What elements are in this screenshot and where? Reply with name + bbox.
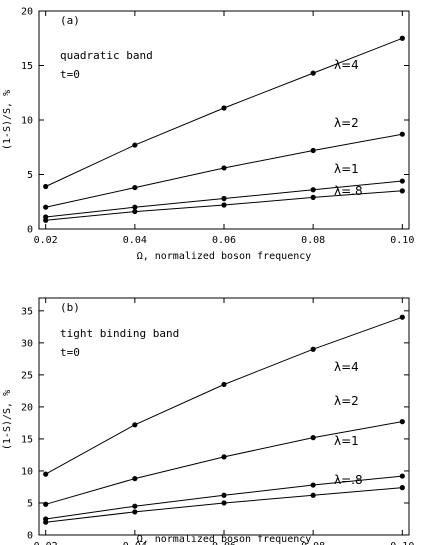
y-tick-label-a-1: 5 bbox=[27, 170, 33, 181]
x-tick-label-b-3: 0.08 bbox=[301, 541, 325, 545]
annotation-line-b-1: tight binding band bbox=[60, 327, 179, 340]
data-point-a-1-4 bbox=[399, 131, 405, 137]
data-point-a-3-0 bbox=[43, 217, 49, 223]
y-tick-label-b-7: 35 bbox=[21, 306, 33, 317]
series-label-a-1: λ=2 bbox=[334, 116, 359, 130]
series-b: λ=4 λ=2 λ=1 λ=.8 bbox=[43, 314, 405, 525]
annotation-line-b-2: t=0 bbox=[60, 346, 80, 359]
data-point-a-1-3 bbox=[310, 147, 316, 154]
y-axis-label-b: (1-S)/S, % bbox=[2, 390, 13, 450]
series-label-b-1: λ=2 bbox=[334, 394, 359, 408]
data-point-b-1-3 bbox=[310, 435, 316, 441]
x-tick-label-b-0: 0.02 bbox=[34, 541, 58, 545]
data-point-b-2-1 bbox=[132, 503, 138, 509]
series-label-b-3: λ=.8 bbox=[334, 473, 363, 487]
x-axis-label-a: Ω, normalized boson frequency bbox=[137, 251, 312, 262]
data-point-b-1-1 bbox=[132, 476, 138, 482]
y-axis-label-a: (1-S)/S, % bbox=[2, 90, 13, 150]
data-point-b-0-4 bbox=[399, 314, 405, 320]
x-tick-label-b-4: 0.10 bbox=[390, 541, 414, 545]
data-point-b-0-2 bbox=[221, 381, 227, 388]
x-tick-label-a-4: 0.10 bbox=[390, 235, 414, 246]
y-tick-label-a-2: 10 bbox=[21, 116, 33, 127]
y-tick-label-b-2: 10 bbox=[21, 466, 33, 477]
y-ticks-b: 0 5 10 15 20 25 30 35 bbox=[21, 306, 409, 542]
data-point-b-0-0 bbox=[43, 471, 49, 477]
data-point-a-0-2 bbox=[221, 105, 227, 111]
data-point-b-3-3 bbox=[310, 492, 316, 498]
data-point-b-0-3 bbox=[310, 346, 316, 352]
data-point-a-0-1 bbox=[132, 142, 138, 148]
data-point-a-3-4 bbox=[399, 188, 405, 194]
y-tick-label-b-0: 0 bbox=[27, 531, 33, 542]
data-point-b-0-1 bbox=[132, 422, 138, 428]
y-tick-label-b-5: 25 bbox=[21, 370, 33, 381]
data-point-a-2-2 bbox=[221, 195, 227, 202]
data-point-a-1-2 bbox=[221, 165, 227, 171]
data-point-a-3-1 bbox=[132, 208, 138, 215]
data-point-a-3-3 bbox=[310, 194, 316, 200]
data-point-b-2-3 bbox=[310, 482, 316, 488]
y-ticks-a: 0 5 10 15 20 bbox=[21, 7, 409, 236]
series-label-b-0: λ=4 bbox=[334, 360, 359, 374]
data-point-b-2-2 bbox=[221, 492, 227, 498]
data-point-a-2-1 bbox=[132, 204, 138, 210]
panel-label-a: (a) bbox=[60, 14, 80, 27]
data-point-a-1-0 bbox=[43, 204, 49, 210]
data-point-b-3-1 bbox=[132, 509, 138, 515]
x-tick-label-a-2: 0.06 bbox=[212, 235, 236, 246]
data-point-b-1-2 bbox=[221, 454, 227, 460]
x-tick-label-b-1: 0.04 bbox=[123, 541, 147, 545]
data-point-a-0-3 bbox=[310, 70, 316, 76]
annotation-line-a-1: quadratic band bbox=[60, 49, 153, 62]
data-point-a-3-2 bbox=[221, 202, 227, 208]
panel-label-b: (b) bbox=[60, 301, 80, 314]
data-point-b-1-4 bbox=[399, 419, 405, 425]
series-label-a-0: λ=4 bbox=[334, 58, 359, 72]
x-tick-label-a-0: 0.02 bbox=[34, 235, 58, 246]
x-ticks-b: 0.02 0.04 0.06 0.08 0.10 bbox=[34, 298, 414, 545]
y-tick-label-a-4: 20 bbox=[21, 7, 33, 18]
series-a: λ=4 λ=2 λ=1 λ=.8 bbox=[43, 35, 405, 223]
data-point-b-3-0 bbox=[43, 519, 49, 525]
series-label-a-3: λ=.8 bbox=[334, 184, 363, 198]
x-tick-label-b-2: 0.06 bbox=[212, 541, 236, 545]
annotation-line-a-2: t=0 bbox=[60, 68, 80, 81]
data-point-a-2-4 bbox=[399, 178, 405, 184]
x-axis-label-b: Ω, normalized boson frequency bbox=[137, 534, 312, 545]
x-tick-label-a-3: 0.08 bbox=[301, 235, 325, 246]
y-tick-label-a-3: 15 bbox=[21, 61, 33, 72]
data-point-a-0-0 bbox=[43, 183, 49, 190]
series-label-a-2: λ=1 bbox=[334, 162, 359, 176]
data-point-b-3-4 bbox=[399, 485, 405, 491]
y-tick-label-b-3: 15 bbox=[21, 434, 33, 445]
data-point-b-2-4 bbox=[399, 473, 405, 479]
data-point-a-0-4 bbox=[399, 35, 405, 41]
series-label-b-2: λ=1 bbox=[334, 434, 359, 448]
data-point-a-1-1 bbox=[132, 184, 138, 191]
y-tick-label-b-6: 30 bbox=[21, 338, 33, 349]
data-point-b-3-2 bbox=[221, 500, 227, 506]
x-ticks-a: 0.02 0.04 0.06 0.08 0.10 bbox=[34, 11, 414, 246]
y-tick-label-b-1: 5 bbox=[27, 498, 33, 509]
x-tick-label-a-1: 0.04 bbox=[123, 235, 147, 246]
data-point-a-2-3 bbox=[310, 187, 316, 193]
y-tick-label-a-0: 0 bbox=[27, 225, 33, 236]
data-point-b-1-0 bbox=[43, 501, 49, 507]
y-tick-label-b-4: 20 bbox=[21, 402, 33, 413]
